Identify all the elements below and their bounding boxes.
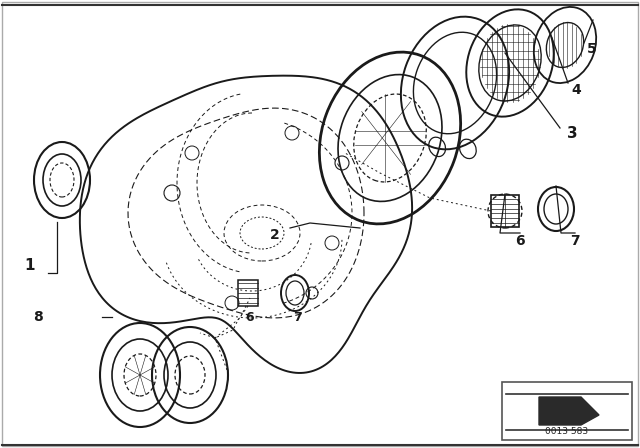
Text: 6: 6	[515, 234, 525, 248]
Text: 1: 1	[25, 258, 35, 272]
Polygon shape	[539, 397, 599, 425]
Text: 7: 7	[570, 234, 580, 248]
Text: 6: 6	[246, 310, 254, 323]
Text: 0013 583: 0013 583	[545, 427, 589, 436]
Text: 7: 7	[292, 310, 301, 323]
Text: 8: 8	[33, 310, 43, 324]
Bar	[502, 382, 632, 440]
Text: 5: 5	[587, 42, 597, 56]
Text: 2: 2	[270, 228, 280, 242]
Text: 4: 4	[571, 83, 581, 97]
Text: 3: 3	[566, 125, 577, 141]
